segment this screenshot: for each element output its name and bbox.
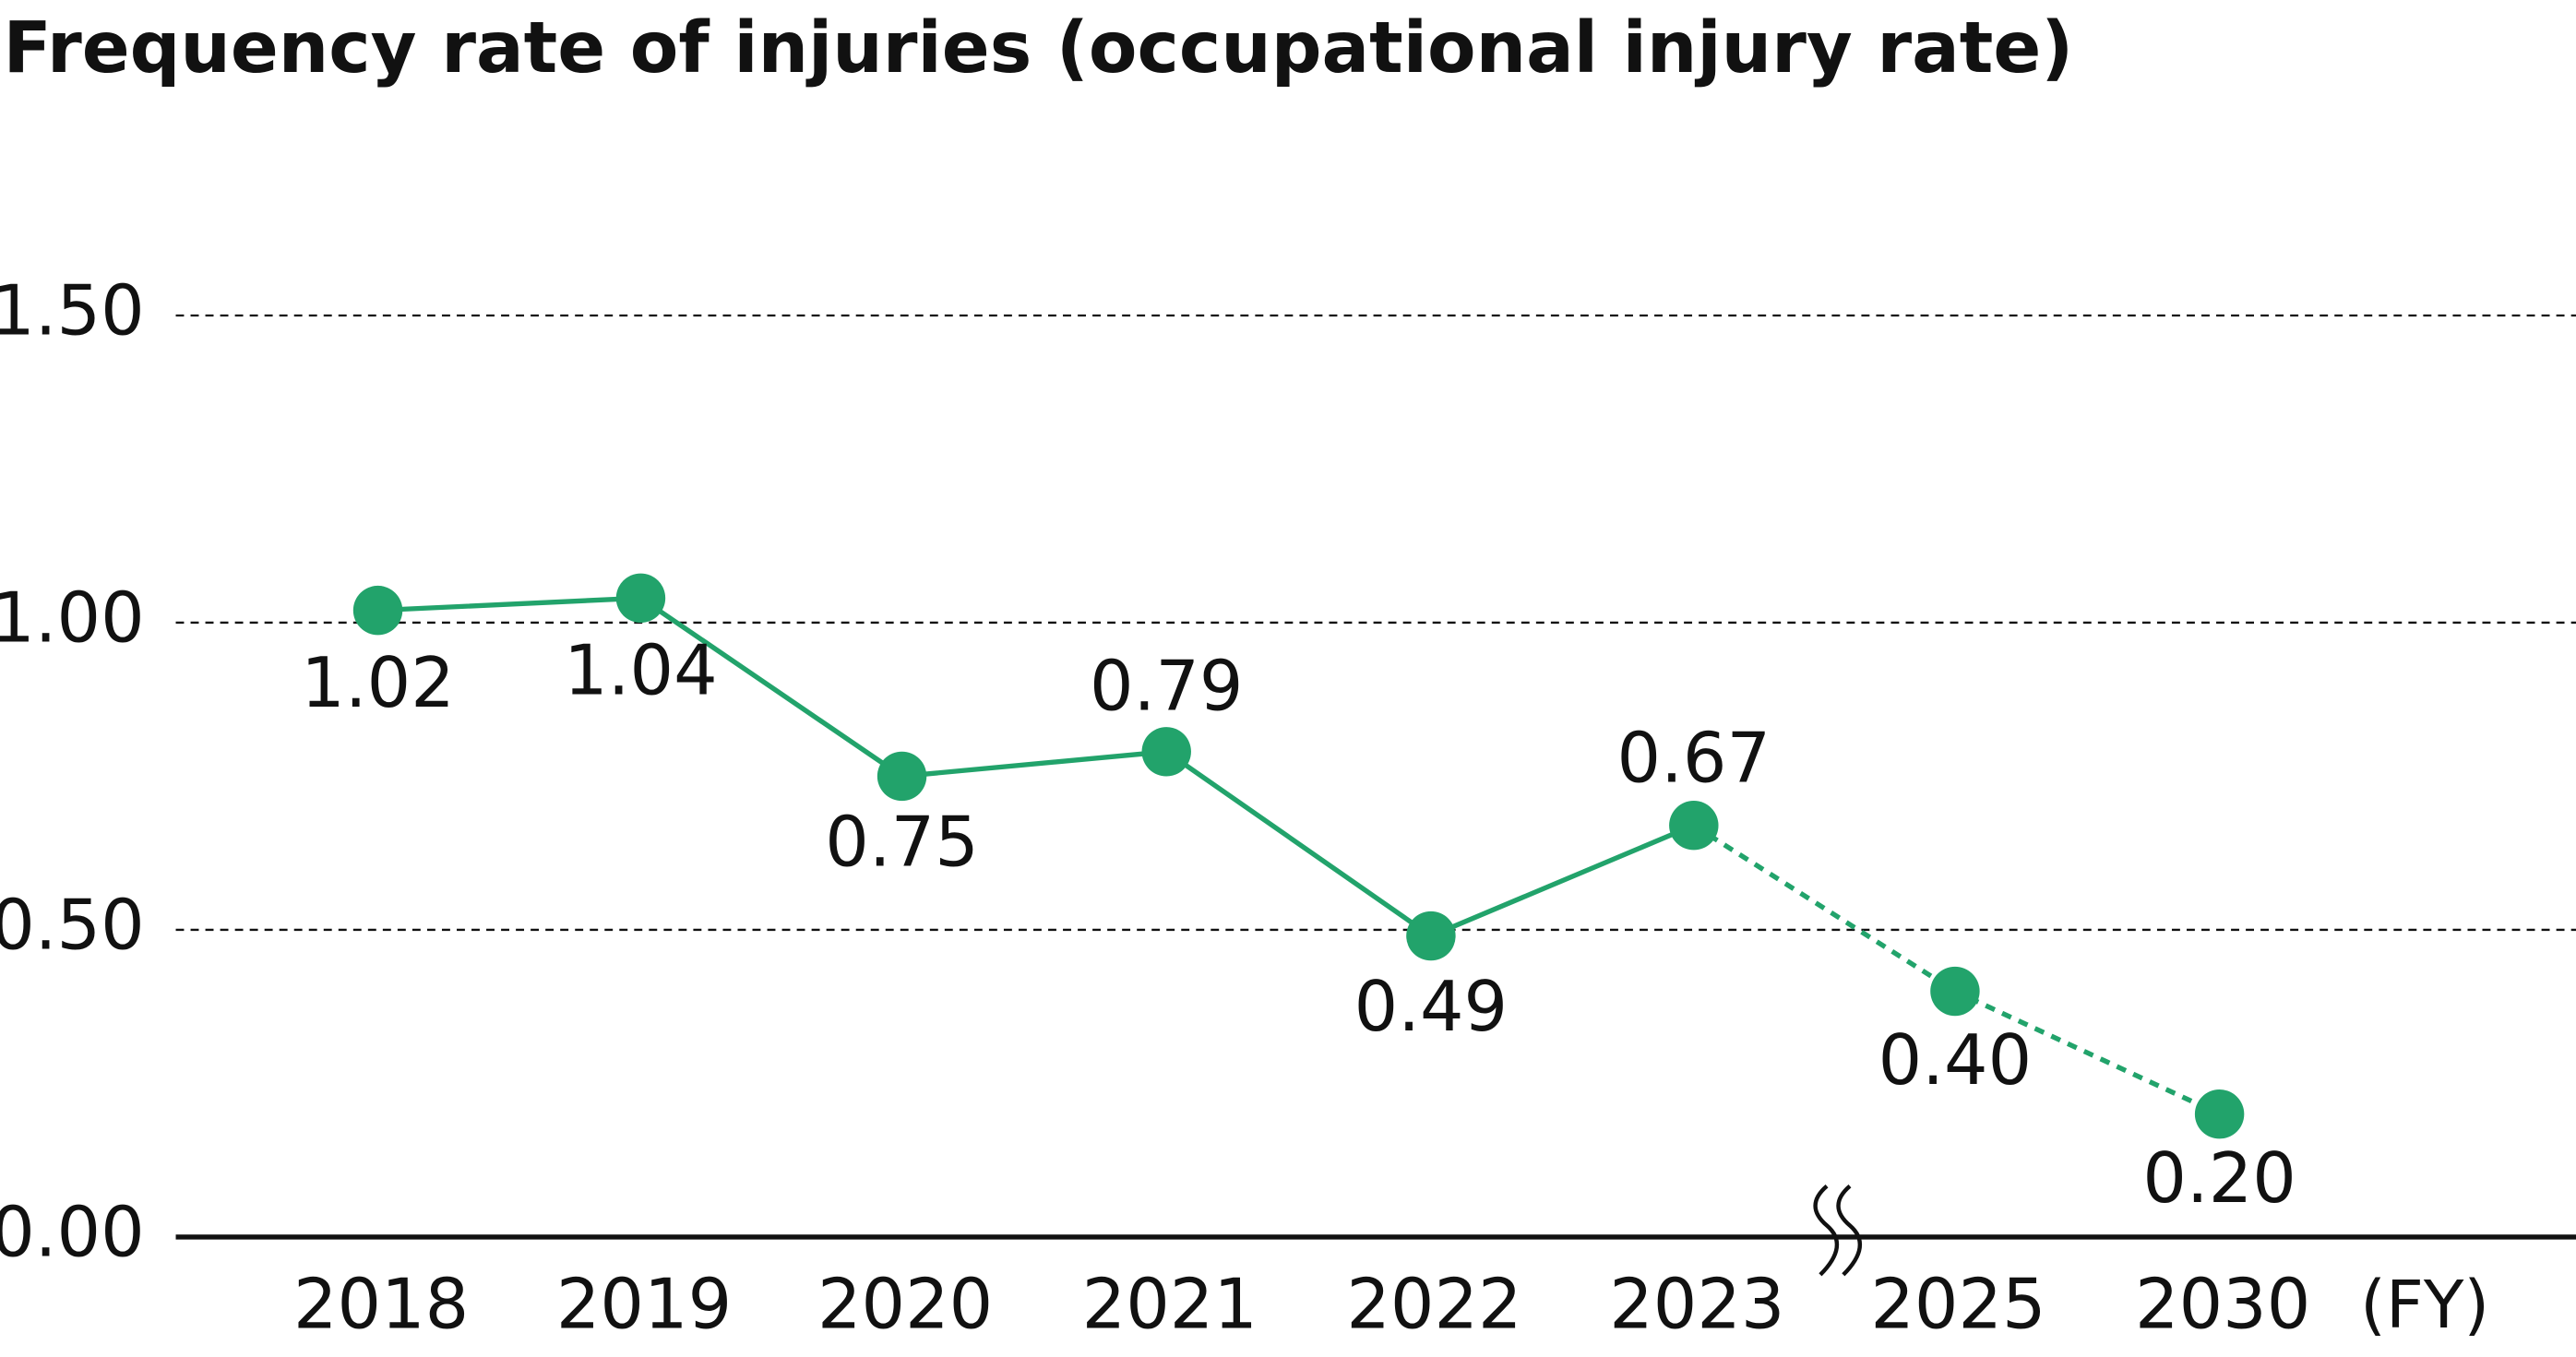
data-label: 1.04 [564,631,717,711]
data-label: 0.20 [2142,1138,2296,1219]
data-label: 0.75 [825,803,978,883]
x-tick-label: 2018 [293,1265,469,1345]
line [377,595,1695,939]
x-tick-label: 2021 [1082,1265,1258,1345]
marker [1669,801,1719,851]
marker [1406,911,1456,961]
x-tick-label: 2030 [2135,1265,2310,1345]
y-tick-label: 1.50 [0,270,145,351]
marker [877,751,927,802]
marker [1141,727,1191,777]
x-tick-label: 2025 [1870,1265,2045,1345]
chart-title: Frequency rate of injuries (occupational… [4,7,2074,89]
data-label: 0.40 [1878,1020,2032,1101]
x-tick-label: 2022 [1346,1265,1521,1345]
y-tick-label: 0.00 [0,1192,145,1272]
x-tick-label: 2023 [1609,1265,1784,1345]
x-tick-label: 2020 [817,1265,993,1345]
data-label: 1.02 [301,643,454,723]
marker [352,585,403,636]
x-tick-label: 2019 [556,1265,732,1345]
marker [2194,1089,2245,1139]
data-label: 0.79 [1090,646,1243,726]
x-axis-label: (FY) [2360,1267,2489,1343]
data-label: 0.49 [1354,967,1508,1047]
y-tick-label: 1.00 [0,577,145,658]
data-label: 0.67 [1617,719,1771,799]
axis-break [1796,1183,1863,1298]
marker [1930,966,1980,1017]
marker [615,573,666,624]
y-tick-label: 0.50 [0,885,145,965]
